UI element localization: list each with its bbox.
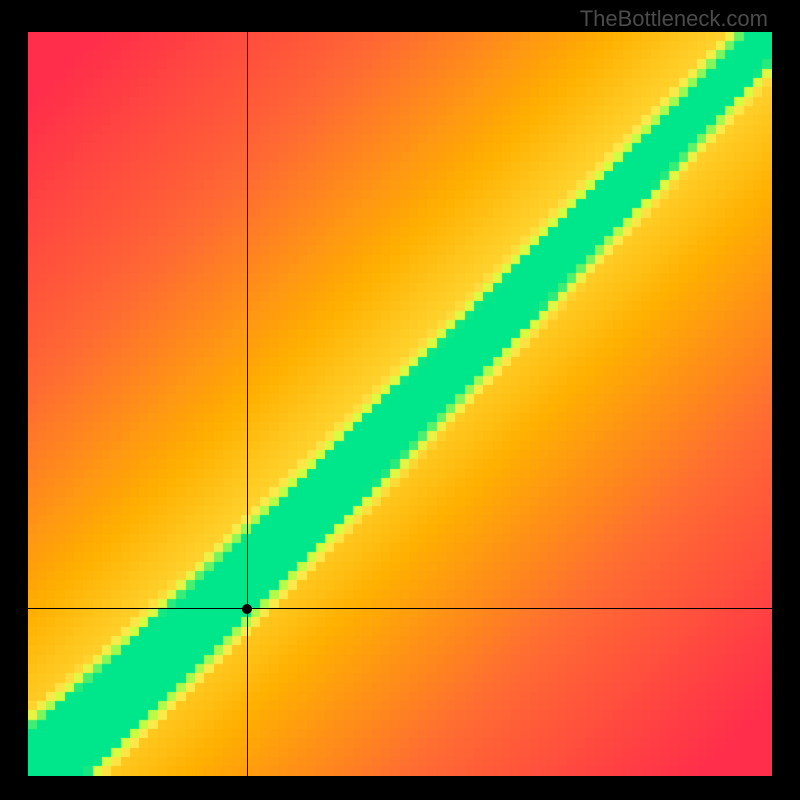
crosshair-vertical xyxy=(247,32,248,776)
bottleneck-heatmap xyxy=(28,32,772,776)
watermark-text: TheBottleneck.com xyxy=(580,6,768,32)
crosshair-horizontal xyxy=(28,608,772,609)
chart-frame: TheBottleneck.com xyxy=(0,0,800,800)
